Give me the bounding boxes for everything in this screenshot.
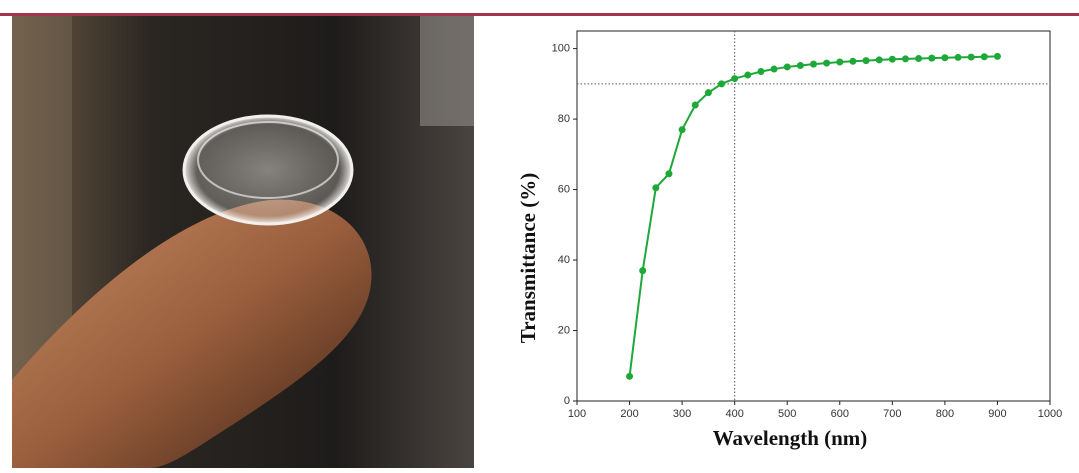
data-point [639,267,646,274]
top-border [0,13,1079,16]
x-tick-label: 700 [883,408,901,420]
data-point [731,75,738,82]
data-point [652,184,659,191]
data-point [810,61,817,68]
x-axis-label: Wavelength (nm) [713,426,868,450]
data-point [968,54,975,61]
data-point [744,72,751,79]
data-point [849,58,856,65]
y-tick-label: 0 [564,395,570,407]
x-tick-label: 400 [725,408,743,420]
data-point [692,102,699,109]
data-point [928,55,935,62]
data-point [994,53,1001,60]
data-point [915,55,922,62]
photo [12,16,474,468]
data-point [797,62,804,69]
x-tick-label: 500 [778,408,796,420]
x-tick-label: 100 [568,408,586,420]
x-tick-label: 300 [673,408,691,420]
y-tick-label: 100 [552,43,570,55]
x-tick-label: 600 [831,408,849,420]
data-point [626,373,633,380]
data-point [679,126,686,133]
y-tick-label: 60 [558,183,570,195]
data-point [876,56,883,63]
data-point [955,54,962,61]
figure: Wavelength (nm) Transmittance (%) 100200… [0,0,1079,468]
data-point [863,57,870,64]
data-point [784,63,791,70]
data-point [718,80,725,87]
data-point [771,66,778,73]
data-point [665,170,672,177]
x-tick-label: 900 [988,408,1006,420]
data-point [889,56,896,63]
data-point [836,59,843,66]
data-point [941,54,948,61]
x-tick-label: 800 [936,408,954,420]
y-tick-label: 20 [558,324,570,336]
y-axis-label: Transmittance (%) [516,173,540,344]
data-point [823,60,830,67]
data-point [705,89,712,96]
data-point [902,55,909,62]
data-point [757,68,764,75]
data-point [981,53,988,60]
x-tick-label: 1000 [1038,408,1062,420]
x-tick-label: 200 [620,408,638,420]
y-tick-label: 40 [558,254,570,266]
y-tick-label: 80 [558,113,570,125]
